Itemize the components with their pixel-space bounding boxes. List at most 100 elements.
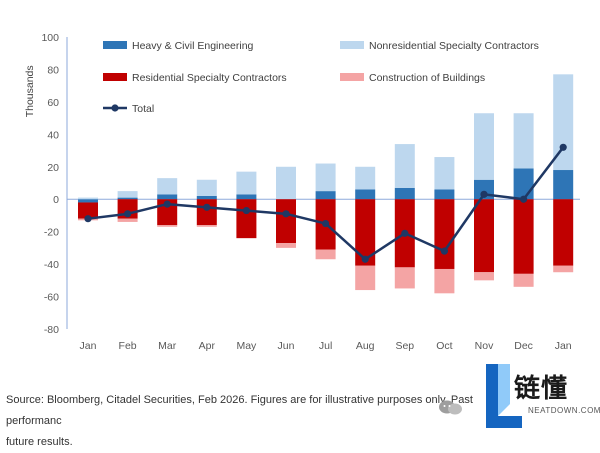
bar-construction-of-buildings xyxy=(276,243,296,248)
bar-heavy-civil-engineering xyxy=(315,191,336,200)
bar-nonresidential-specialty-contractors xyxy=(513,113,534,169)
bar-construction-of-buildings xyxy=(513,273,534,287)
bar-nonresidential-specialty-contractors xyxy=(474,113,494,180)
y-tick-label: 20 xyxy=(47,162,59,174)
x-tick-label: Feb xyxy=(119,340,137,352)
bar-heavy-civil-engineering xyxy=(434,189,455,200)
footnote-line-1: Source: Bloomberg, Citadel Securities, F… xyxy=(6,394,473,427)
bar-nonresidential-specialty-contractors xyxy=(78,197,98,200)
bar-residential-specialty-contractors xyxy=(196,199,217,226)
bar-residential-specialty-contractors xyxy=(78,202,98,219)
total-point xyxy=(322,219,330,228)
y-tick-label: 60 xyxy=(47,97,59,109)
legend: Heavy & Civil Engineering Nonresidential … xyxy=(103,40,539,115)
bar-construction-of-buildings xyxy=(117,218,138,222)
bar-heavy-civil-engineering xyxy=(157,194,178,200)
bar-construction-of-buildings xyxy=(196,225,217,227)
legend-label-heavy-civil-engineering: Heavy & Civil Engineering xyxy=(132,40,254,52)
bar-nonresidential-specialty-contractors xyxy=(434,157,455,190)
y-tick-label: -40 xyxy=(44,259,59,271)
legend-swatch-construction-of-buildings xyxy=(340,73,364,81)
bar-heavy-civil-engineering xyxy=(236,194,257,200)
logo-url-text: NEATDOWN.COM xyxy=(528,406,600,415)
chart: 100 80 60 40 20 0 -20 -40 -60 -80 Heavy & Civil E… xyxy=(24,32,580,352)
y-tick-label: -60 xyxy=(44,292,59,304)
total-point xyxy=(163,200,171,208)
y-tick-label: 80 xyxy=(47,64,59,76)
total-point xyxy=(559,143,567,151)
x-tick-label: Sep xyxy=(395,340,414,352)
bar-residential-specialty-contractors xyxy=(513,199,534,274)
bar-nonresidential-specialty-contractors xyxy=(276,166,296,200)
legend-label-construction-of-buildings: Construction of Buildings xyxy=(369,72,485,84)
y-tick-label: -20 xyxy=(44,227,59,239)
y-tick-label: -80 xyxy=(44,324,59,336)
bar-nonresidential-specialty-contractors xyxy=(315,163,336,192)
axes: 100 80 60 40 20 0 -20 -40 -60 -80 xyxy=(41,32,580,336)
legend-swatch-residential-specialty-contractors xyxy=(103,73,127,81)
legend-label-residential-specialty-contractors: Residential Specialty Contractors xyxy=(132,72,287,84)
bar-nonresidential-specialty-contractors xyxy=(236,171,257,195)
logo-mark xyxy=(486,364,522,428)
bar-heavy-civil-engineering xyxy=(553,170,574,200)
bar-nonresidential-specialty-contractors xyxy=(157,178,178,195)
total-point xyxy=(361,255,369,263)
total-line xyxy=(84,143,567,263)
bar-nonresidential-specialty-contractors xyxy=(117,191,138,198)
legend-swatch-heavy-civil-engineering xyxy=(103,41,127,49)
bar-construction-of-buildings xyxy=(474,272,494,281)
bar-heavy-civil-engineering xyxy=(117,197,138,200)
y-tick-label: 40 xyxy=(47,129,59,141)
y-tick-label: 0 xyxy=(53,194,59,206)
bar-construction-of-buildings xyxy=(157,225,178,227)
y-axis-label: Thousands xyxy=(24,65,36,117)
y-tick-label: 100 xyxy=(41,32,59,44)
wechat-icon xyxy=(439,400,462,415)
total-point xyxy=(480,190,488,198)
x-tick-label: Mar xyxy=(158,340,177,352)
x-tick-label: Oct xyxy=(436,340,452,352)
legend-swatch-nonresidential-specialty-contractors xyxy=(340,41,364,49)
bar-nonresidential-specialty-contractors xyxy=(394,144,415,188)
bar-residential-specialty-contractors xyxy=(553,199,574,266)
x-tick-labels: Jan Feb Mar Apr May Jun Jul Aug Sep Oct Nov Dec Jan xyxy=(80,340,572,352)
x-tick-label: May xyxy=(236,340,257,352)
total-point xyxy=(520,195,528,203)
bar-heavy-civil-engineering xyxy=(355,189,376,200)
bar-construction-of-buildings xyxy=(355,265,376,291)
bar-nonresidential-specialty-contractors xyxy=(553,74,574,171)
total-point xyxy=(282,210,290,218)
x-tick-label: Jan xyxy=(555,340,572,352)
total-point xyxy=(401,229,409,237)
bar-residential-specialty-contractors xyxy=(276,199,296,244)
source-footnote: Source: Bloomberg, Citadel Securities, F… xyxy=(6,390,476,453)
bar-heavy-civil-engineering xyxy=(394,187,415,200)
x-tick-label: Jun xyxy=(278,340,295,352)
legend-label-nonresidential-specialty-contractors: Nonresidential Specialty Contractors xyxy=(369,40,539,52)
bar-construction-of-buildings xyxy=(394,267,415,289)
bar-heavy-civil-engineering xyxy=(513,168,534,200)
total-point xyxy=(242,206,250,215)
logo-chinese-text: 链懂 xyxy=(514,374,569,404)
bar-construction-of-buildings xyxy=(553,265,574,273)
x-tick-label: Dec xyxy=(514,340,533,352)
bar-construction-of-buildings xyxy=(315,249,336,260)
bar-nonresidential-specialty-contractors xyxy=(355,166,376,190)
total-point xyxy=(203,203,211,211)
bar-residential-specialty-contractors xyxy=(236,199,257,239)
bar-heavy-civil-engineering xyxy=(196,195,217,200)
legend-marker-total xyxy=(111,104,119,112)
bar-residential-specialty-contractors xyxy=(474,199,494,273)
total-point xyxy=(440,247,448,255)
total-point xyxy=(84,215,92,223)
x-tick-label: Aug xyxy=(356,340,375,352)
footnote-line-2: future results. xyxy=(6,436,73,448)
bar-residential-specialty-contractors xyxy=(434,199,455,269)
x-tick-label: Nov xyxy=(475,340,494,352)
bar-nonresidential-specialty-contractors xyxy=(196,179,217,196)
logo: 链懂 NEATDOWN.COM xyxy=(484,360,600,430)
bar-residential-specialty-contractors xyxy=(355,199,376,266)
legend-label-total: Total xyxy=(132,103,154,115)
bar-heavy-civil-engineering xyxy=(78,199,98,203)
x-tick-label: Jul xyxy=(319,340,332,352)
